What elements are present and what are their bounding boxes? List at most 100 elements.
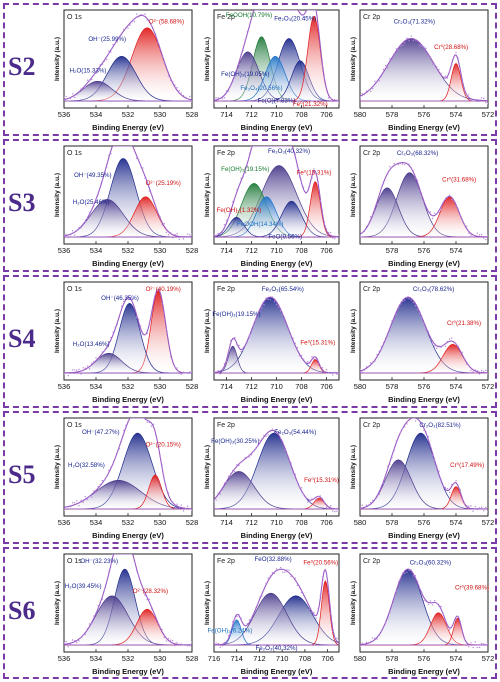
s3-o1s-chart: O 1s 536 534 532 530 528 Binding Energy (eV) In… [54, 145, 198, 268]
raw-data-point [282, 146, 284, 147]
raw-data-point [105, 58, 108, 61]
raw-data-point [93, 490, 95, 492]
raw-data-point [472, 100, 474, 102]
raw-data-point [317, 607, 319, 610]
peak-annotation: O²⁻(58.68%) [149, 18, 184, 25]
raw-data-point [248, 334, 251, 336]
x-tick-label: 536 [58, 246, 71, 255]
raw-data-point [240, 177, 242, 180]
raw-data-point [155, 434, 157, 437]
raw-data-point [325, 228, 328, 230]
raw-data-point [334, 371, 336, 374]
peak-layer [64, 13, 192, 103]
raw-data-point [384, 64, 387, 67]
raw-data-point [82, 367, 84, 369]
raw-data-point [65, 508, 67, 510]
raw-data-point [425, 47, 427, 50]
x-tick-label: 712 [245, 110, 258, 119]
raw-data-point [425, 431, 427, 433]
raw-data-point [244, 345, 246, 347]
x-tick-label: 574 [450, 518, 463, 527]
raw-data-point [290, 10, 292, 11]
raw-data-point [302, 358, 305, 360]
peak-annotation: H₂O(13.46%) [73, 341, 110, 348]
raw-data-point [240, 617, 242, 619]
raw-data-point [123, 429, 125, 432]
raw-data-point [223, 223, 226, 226]
x-tick-label: 714 [230, 654, 243, 663]
raw-data-point [332, 630, 334, 633]
raw-data-point [480, 233, 483, 236]
raw-data-point [290, 335, 292, 337]
raw-data-point [129, 554, 131, 555]
raw-data-point [263, 589, 265, 591]
raw-data-point [483, 97, 485, 100]
raw-data-point [399, 431, 402, 434]
raw-data-point [277, 10, 280, 11]
raw-data-point [374, 360, 376, 362]
raw-data-point [302, 594, 305, 597]
x-tick-label: 574 [450, 654, 463, 663]
x-tick-label: 578 [386, 110, 399, 119]
raw-data-point [223, 363, 226, 365]
peak-purple [64, 480, 192, 510]
raw-data-point [404, 572, 406, 574]
raw-data-point [327, 588, 330, 590]
raw-data-point [84, 87, 87, 89]
raw-data-point [114, 457, 116, 459]
raw-data-point [148, 21, 151, 23]
raw-data-point [275, 146, 278, 147]
raw-data-point [215, 97, 217, 99]
raw-data-point [273, 300, 276, 303]
raw-data-point [78, 91, 80, 93]
raw-data-point [431, 343, 434, 345]
panel-title: O 1s [67, 14, 82, 21]
raw-data-point [133, 150, 136, 152]
raw-data-point [397, 435, 400, 437]
raw-data-point [440, 605, 442, 608]
raw-data-point [419, 190, 421, 192]
raw-data-point [414, 575, 417, 577]
y-axis-label: Intensity (a.u.) [54, 581, 61, 625]
raw-data-point [367, 504, 370, 506]
raw-data-point [159, 48, 161, 50]
raw-data-point [118, 316, 121, 318]
raw-data-point [225, 90, 228, 92]
raw-data-point [252, 612, 255, 615]
y-axis-label: Intensity (a.u.) [54, 37, 61, 81]
raw-data-point [311, 177, 313, 179]
raw-data-point [127, 554, 129, 555]
raw-data-point [361, 92, 363, 95]
peak-annotation: OH⁻(46.35%) [101, 295, 139, 302]
raw-data-point [298, 486, 301, 488]
raw-data-point [304, 362, 307, 364]
s5-fe2p-chart: Fe 2p 714 712 710 708 706 Binding Energy (eV) I… [204, 417, 340, 540]
raw-data-point [123, 146, 125, 147]
row-label-s6: S6 [8, 596, 36, 625]
raw-data-point [271, 146, 274, 147]
raw-data-point [429, 56, 432, 58]
raw-data-point [399, 577, 402, 579]
raw-data-point [465, 644, 468, 647]
raw-data-point [248, 619, 251, 621]
raw-data-point [225, 219, 228, 221]
raw-data-point [438, 211, 440, 213]
raw-data-point [478, 100, 481, 103]
peak-annotation: Fe(OH)₃(30.25%) [211, 438, 259, 445]
raw-data-point [468, 646, 470, 648]
raw-data-point [472, 646, 474, 649]
x-tick-label: 708 [295, 246, 308, 255]
raw-data-point [254, 448, 257, 450]
raw-data-point [182, 371, 185, 373]
raw-data-point [399, 162, 402, 165]
raw-data-point [69, 372, 72, 375]
raw-data-point [163, 312, 165, 314]
raw-data-point [384, 622, 387, 624]
raw-data-point [144, 334, 146, 336]
peak-annotation: Fe₂O₃(65.54%) [262, 286, 304, 293]
x-tick-label: 714 [220, 382, 233, 391]
raw-data-point [105, 166, 108, 169]
raw-data-point [298, 10, 301, 11]
raw-data-point [376, 81, 378, 83]
raw-data-point [286, 453, 288, 455]
